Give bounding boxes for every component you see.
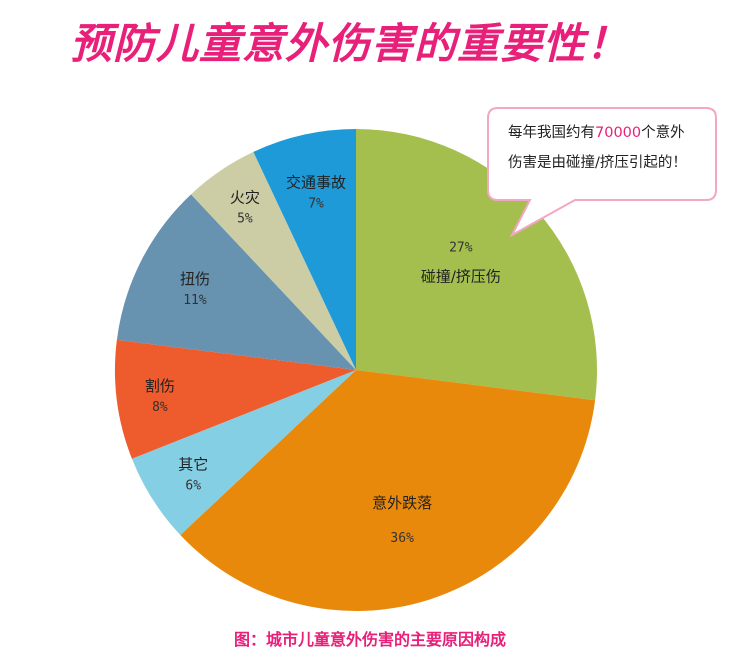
slice-fall-pct: 36%: [390, 531, 414, 546]
slice-sprain-pct: 11%: [183, 293, 207, 308]
slice-bump-pct: 27%: [449, 241, 473, 256]
slice-sprain-label: 扭伤: [180, 270, 210, 288]
callout-line-1: 每年我国约有70000个意外: [508, 118, 708, 148]
slice-cut-pct: 8%: [152, 400, 168, 415]
slice-bump-label: 碰撞/挤压伤: [421, 268, 501, 286]
page-title: 预防儿童意外伤害的重要性！: [70, 19, 630, 68]
slice-traffic: [253, 129, 356, 370]
callout-line-1-pre: 每年我国约有: [508, 125, 595, 141]
callout-line-2: 伤害是由碰撞/挤压引起的！: [508, 155, 687, 171]
slice-other-pct: 6%: [185, 478, 201, 493]
callout-bubble: [487, 107, 717, 238]
slice-cut: [115, 339, 356, 459]
figure-caption: 图：城市儿童意外伤害的主要原因构成: [233, 630, 506, 649]
slice-other-label: 其它: [178, 455, 208, 473]
slice-fire-pct: 5%: [237, 212, 253, 227]
slice-cut-label: 割伤: [145, 377, 175, 395]
slice-traffic-pct: 7%: [308, 196, 324, 211]
callout-highlight-number: 70000: [595, 125, 642, 141]
slice-fall-label: 意外跌落: [372, 494, 432, 512]
slice-traffic-label: 交通事故: [286, 173, 346, 191]
pie-labels: 碰撞/挤压伤 27% 意外跌落 36% 其它 6% 割伤 8% 扭伤 11% 火灾 5% 交通事故 7%: [145, 173, 501, 546]
slice-other: [131, 370, 356, 535]
slice-bump: [356, 129, 597, 401]
slice-fall: [180, 370, 596, 612]
callout-text: 每年我国约有70000个意外 伤害是由碰撞/挤压引起的！: [488, 108, 716, 200]
pie-slices: [115, 129, 597, 612]
callout-line-1-post: 个意外: [641, 125, 685, 141]
slice-sprain: [116, 194, 356, 370]
slice-fire: [191, 151, 356, 370]
slice-fire-label: 火灾: [230, 189, 260, 207]
